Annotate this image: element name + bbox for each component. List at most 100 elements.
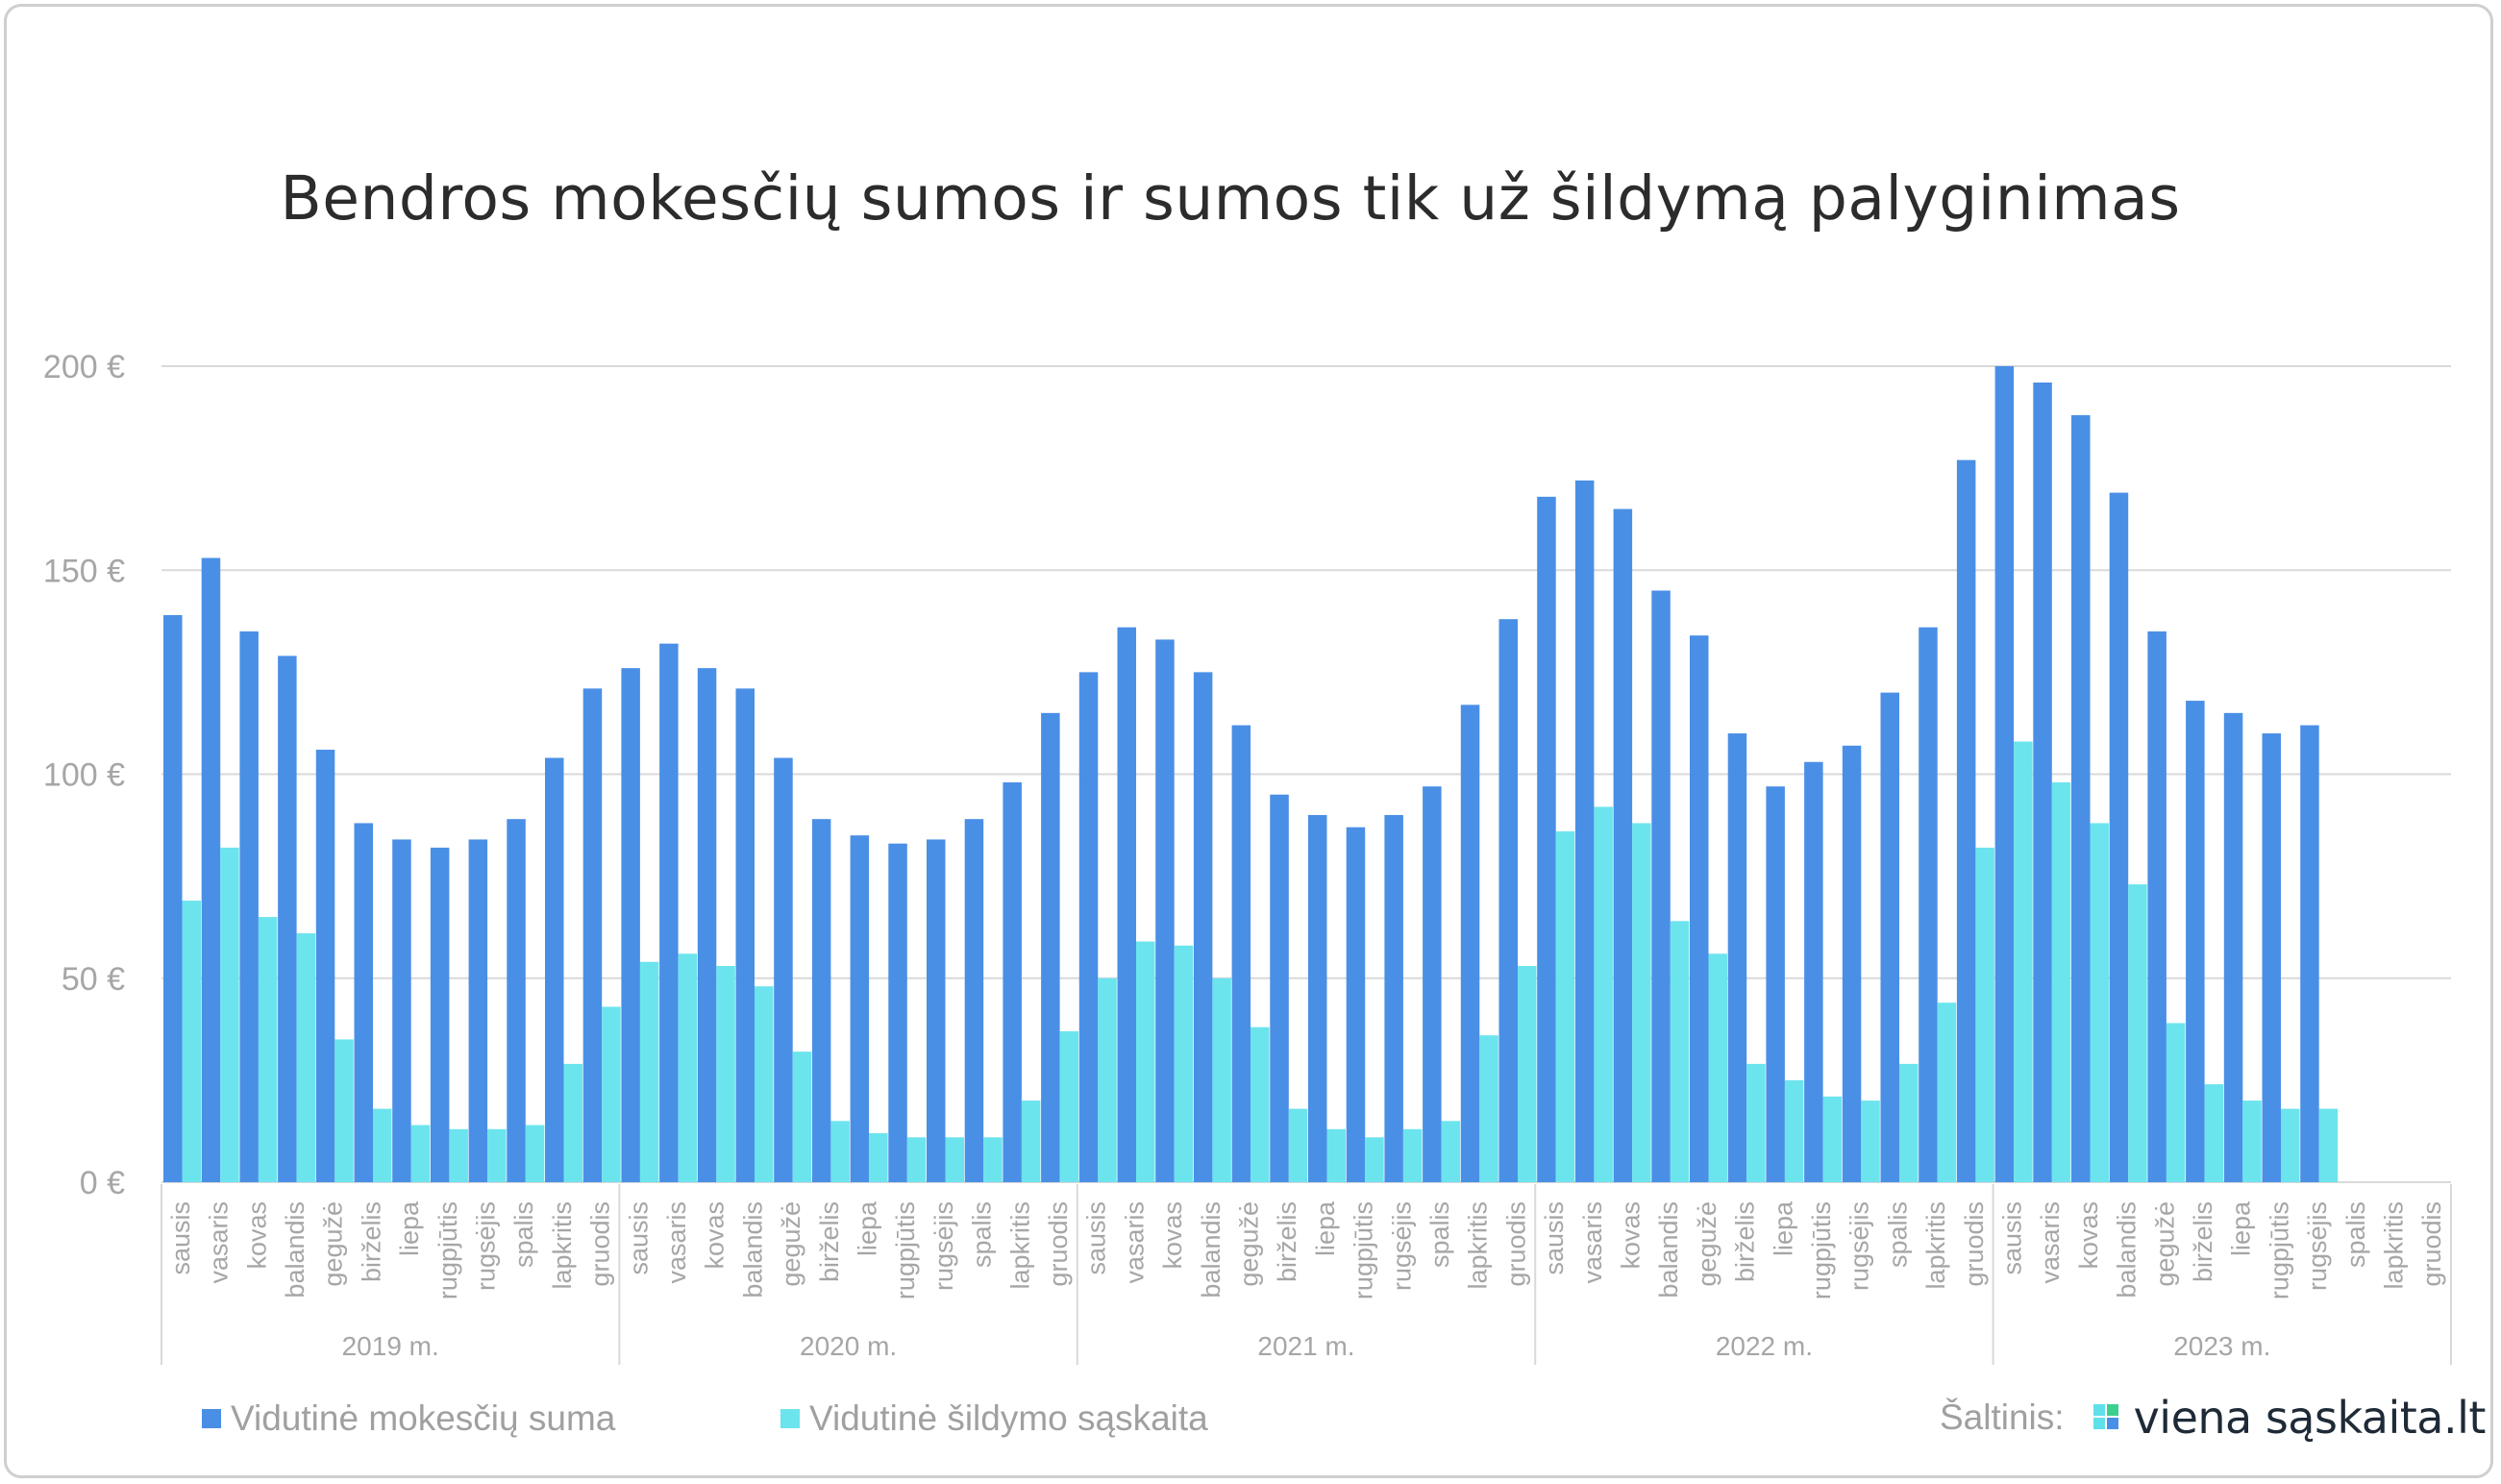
bar-series2 [182, 901, 201, 1182]
legend-swatch-series1 [202, 1409, 221, 1428]
x-tick-label: spalis [2341, 1201, 2370, 1268]
chart-title: Bendros mokesčių sumos ir sumos tik už š… [280, 163, 2181, 234]
bar-series2 [1021, 1101, 1041, 1182]
x-tick-label: lapkritis [1921, 1201, 1950, 1290]
bar-series2 [639, 961, 659, 1182]
group-label: 2019 m. [342, 1331, 439, 1361]
bar-series2 [2204, 1084, 2224, 1182]
x-tick-label: liepa [2227, 1200, 2256, 1256]
bar-series1 [659, 643, 679, 1182]
x-tick-label: sausis [166, 1201, 195, 1275]
bar-series1 [1270, 794, 1289, 1182]
bar-series2 [373, 1108, 392, 1182]
bar-series2 [1365, 1137, 1384, 1182]
bar-series1 [927, 839, 946, 1182]
bar-series2 [869, 1133, 888, 1182]
group-label: 2020 m. [800, 1331, 897, 1361]
bar-series1 [1117, 627, 1136, 1182]
bar-series2 [1250, 1026, 1270, 1182]
bar-series2 [906, 1137, 927, 1182]
x-tick-label: balandis [1197, 1201, 1226, 1298]
bar-series2 [2090, 823, 2109, 1182]
bar-series2 [1555, 830, 1575, 1182]
x-tick-label: lapkritis [1464, 1201, 1493, 1290]
bar-series1 [697, 668, 717, 1182]
bar-series1 [545, 757, 564, 1182]
bar-series2 [334, 1039, 354, 1182]
x-tick-label: liepa [1311, 1200, 1340, 1256]
bar-series2 [983, 1137, 1003, 1182]
x-tick-label: birželis [1731, 1201, 1760, 1282]
bar-series1 [1460, 705, 1480, 1182]
x-tick-label: gruodis [1501, 1201, 1530, 1287]
legend-item-series2: Vidutinė šildymo sąskaita [780, 1398, 1208, 1439]
brand-logo-text: viena sąskaita.lt [2133, 1392, 2487, 1444]
x-tick-label: sausis [1082, 1201, 1111, 1275]
bar-series1 [2147, 631, 2167, 1182]
bar-series1 [1613, 508, 1633, 1182]
bar-series1 [2186, 701, 2205, 1182]
bar-series1 [2071, 414, 2091, 1182]
bar-series2 [2014, 741, 2033, 1182]
legend-swatch-series2 [780, 1409, 800, 1428]
bar-series1 [278, 655, 297, 1182]
bar-series2 [2281, 1108, 2300, 1182]
bar-series2 [1746, 1063, 1766, 1182]
x-tick-label: kovas [242, 1201, 271, 1270]
x-tick-label: spalis [1883, 1201, 1912, 1268]
x-tick-label: gruodis [586, 1201, 615, 1287]
x-tick-label: vasaris [205, 1201, 234, 1284]
x-tick-label: gegužė [319, 1201, 348, 1287]
bar-series1 [735, 688, 755, 1182]
bar-series1 [1346, 827, 1366, 1182]
x-tick-label: vasaris [2036, 1201, 2065, 1284]
x-tick-label: vasaris [1578, 1201, 1607, 1284]
bar-series1 [811, 819, 831, 1182]
x-tick-label: lapkritis [2379, 1201, 2408, 1290]
bar-series1 [1078, 672, 1099, 1182]
bar-series1 [964, 819, 984, 1182]
bar-series2 [1975, 847, 1994, 1182]
bar-series2 [1937, 1002, 1957, 1182]
x-tick-label: balandis [738, 1201, 767, 1298]
bar-series1 [621, 668, 640, 1182]
bar-series2 [2128, 884, 2147, 1182]
bar-series2 [563, 1063, 582, 1182]
bar-series1 [1384, 814, 1403, 1182]
bar-series1 [201, 557, 221, 1182]
bar-series2 [410, 1125, 431, 1182]
y-tick-label: 50 € [62, 961, 125, 998]
bar-series2 [1402, 1128, 1423, 1182]
x-tick-label: spalis [1425, 1201, 1454, 1268]
x-tick-label: spalis [968, 1201, 997, 1268]
bar-series2 [1784, 1079, 1804, 1182]
bar-series2 [1212, 977, 1231, 1182]
x-tick-label: rugpjūtis [891, 1201, 920, 1299]
bar-series2 [1594, 806, 1613, 1182]
bar-series2 [1288, 1108, 1308, 1182]
legend-item-series1: Vidutinė mokesčių suma [202, 1398, 615, 1439]
x-tick-label: liepa [853, 1200, 881, 1256]
x-tick-label: lapkritis [548, 1201, 577, 1290]
bar-series2 [1861, 1101, 1880, 1182]
y-tick-label: 150 € [43, 553, 125, 589]
bar-series1 [1498, 619, 1518, 1182]
x-tick-label: gegužė [2150, 1201, 2179, 1287]
bar-series2 [525, 1125, 545, 1182]
x-tick-label: gruodis [1044, 1201, 1073, 1287]
x-tick-label: kovas [701, 1201, 730, 1270]
x-tick-label: birželis [2189, 1201, 2217, 1282]
bar-series2 [1822, 1096, 1843, 1182]
bar-series2 [449, 1128, 468, 1182]
x-tick-label: kovas [2074, 1201, 2103, 1270]
x-tick-label: rugsėjis [2303, 1201, 2332, 1291]
bar-series1 [582, 688, 603, 1182]
bar-series2 [1174, 945, 1194, 1182]
bar-series2 [1059, 1030, 1079, 1182]
bar-series1 [1231, 725, 1251, 1182]
bar-series1 [2223, 712, 2243, 1182]
bar-series2 [755, 986, 774, 1182]
x-tick-label: rugpjūtis [2265, 1201, 2293, 1299]
bar-series1 [1956, 459, 1976, 1182]
bar-series2 [2318, 1108, 2339, 1182]
